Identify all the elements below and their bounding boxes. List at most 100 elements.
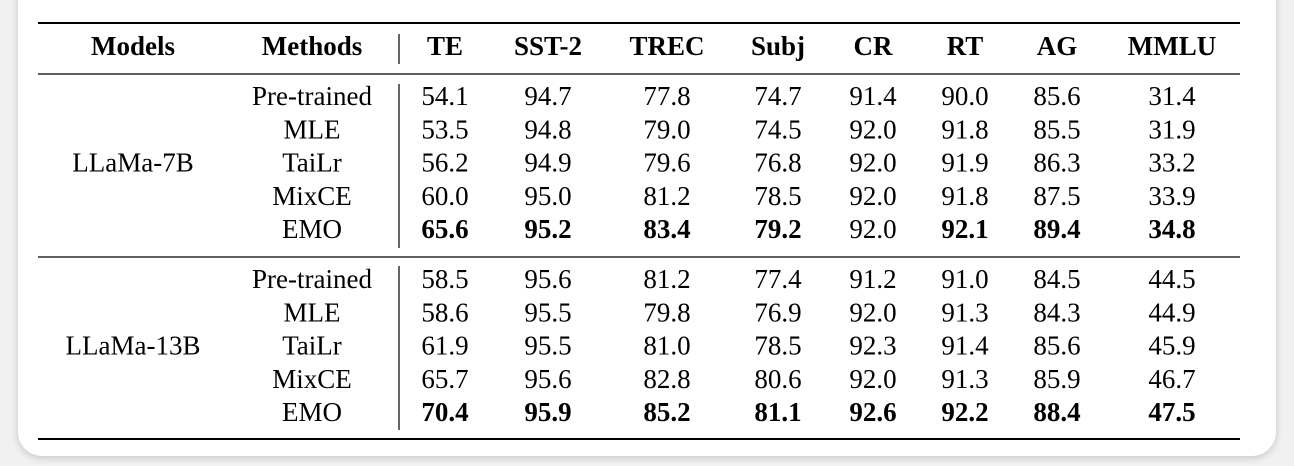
- cell-value: 44.9: [1148, 297, 1195, 327]
- cell-value: 85.9: [1033, 364, 1080, 394]
- column-header: SST-2: [514, 31, 582, 61]
- cell-value: 65.6: [421, 214, 468, 244]
- cell-value: 31.4: [1148, 81, 1196, 111]
- cell-value: 92.0: [849, 364, 896, 394]
- cell-value: 95.5: [524, 297, 571, 327]
- cell-value: 79.6: [643, 148, 690, 178]
- cell-value: 84.3: [1033, 297, 1080, 327]
- cell-value: 80.6: [754, 364, 801, 394]
- cell-value: 56.2: [421, 148, 468, 178]
- model-name: LLaMa-13B: [66, 331, 201, 361]
- cell-value: 88.4: [1033, 397, 1080, 427]
- cell-value: 31.9: [1148, 114, 1195, 144]
- cell-value: 33.9: [1148, 181, 1195, 211]
- card: [18, 0, 1276, 456]
- cell-value: 81.2: [643, 181, 690, 211]
- cell-value: 33.2: [1148, 148, 1195, 178]
- cell-value: 85.5: [1033, 114, 1080, 144]
- cell-value: 87.5: [1033, 181, 1080, 211]
- column-header: RT: [947, 31, 984, 61]
- method-name: Pre-trained: [252, 264, 372, 294]
- model-name: LLaMa-7B: [72, 148, 193, 178]
- method-name: EMO: [282, 214, 342, 244]
- column-header: Subj: [751, 31, 805, 61]
- cell-value: 77.8: [643, 81, 690, 111]
- method-name: MLE: [284, 114, 341, 144]
- cell-value: 95.6: [524, 364, 571, 394]
- cell-value: 53.5: [421, 114, 468, 144]
- column-header: AG: [1037, 31, 1078, 61]
- cell-value: 95.5: [524, 331, 571, 361]
- cell-value: 92.6: [849, 397, 896, 427]
- cell-value: 76.8: [754, 148, 801, 178]
- column-header: TE: [427, 31, 463, 61]
- cell-value: 47.5: [1148, 397, 1195, 427]
- cell-value: 95.6: [524, 264, 571, 294]
- cell-value: 92.2: [941, 397, 988, 427]
- cell-value: 54.1: [421, 81, 468, 111]
- column-header: MMLU: [1128, 31, 1216, 61]
- cell-value: 91.2: [849, 264, 896, 294]
- cell-value: 65.7: [421, 364, 468, 394]
- cell-value: 58.6: [421, 297, 468, 327]
- cell-value: 94.7: [524, 81, 571, 111]
- method-name: TaiLr: [282, 148, 342, 178]
- column-header: Methods: [262, 31, 363, 61]
- cell-value: 70.4: [421, 397, 468, 427]
- cell-value: 74.7: [754, 81, 801, 111]
- cell-value: 86.3: [1033, 148, 1080, 178]
- method-name: Pre-trained: [252, 81, 372, 111]
- cell-value: 91.4: [849, 81, 897, 111]
- cell-value: 92.0: [849, 114, 896, 144]
- cell-value: 94.9: [524, 148, 571, 178]
- method-name: EMO: [282, 397, 342, 427]
- cell-value: 76.9: [754, 297, 801, 327]
- cell-value: 34.8: [1148, 214, 1195, 244]
- cell-value: 78.5: [754, 331, 801, 361]
- cell-value: 81.1: [754, 397, 801, 427]
- method-name: MLE: [284, 297, 341, 327]
- cell-value: 92.3: [849, 331, 896, 361]
- cell-value: 91.9: [941, 148, 988, 178]
- method-name: TaiLr: [282, 331, 342, 361]
- cell-value: 92.0: [849, 181, 896, 211]
- cell-value: 89.4: [1033, 214, 1080, 244]
- cell-value: 79.2: [754, 214, 801, 244]
- cell-value: 74.5: [754, 114, 801, 144]
- cell-value: 60.0: [421, 181, 468, 211]
- column-header: TREC: [629, 31, 704, 61]
- cell-value: 46.7: [1148, 364, 1195, 394]
- cell-value: 61.9: [421, 331, 468, 361]
- cell-value: 83.4: [643, 214, 690, 244]
- cell-value: 77.4: [754, 264, 802, 294]
- cell-value: 90.0: [941, 81, 988, 111]
- method-name: MixCE: [272, 181, 352, 211]
- cell-value: 92.1: [941, 214, 988, 244]
- cell-value: 79.0: [643, 114, 690, 144]
- cell-value: 95.2: [524, 214, 571, 244]
- cell-value: 92.0: [849, 148, 896, 178]
- cell-value: 44.5: [1148, 264, 1195, 294]
- cell-value: 91.4: [941, 331, 989, 361]
- cell-value: 84.5: [1033, 264, 1080, 294]
- cell-value: 79.8: [643, 297, 690, 327]
- cell-value: 91.0: [941, 264, 988, 294]
- cell-value: 82.8: [643, 364, 690, 394]
- cell-value: 85.6: [1033, 331, 1080, 361]
- method-name: MixCE: [272, 364, 352, 394]
- cell-value: 85.2: [643, 397, 690, 427]
- cell-value: 78.5: [754, 181, 801, 211]
- cell-value: 95.9: [524, 397, 571, 427]
- cell-value: 85.6: [1033, 81, 1080, 111]
- cell-value: 92.0: [849, 214, 896, 244]
- cell-value: 94.8: [524, 114, 571, 144]
- column-header: Models: [91, 31, 175, 61]
- cell-value: 91.3: [941, 297, 988, 327]
- cell-value: 45.9: [1148, 331, 1195, 361]
- cell-value: 91.8: [941, 114, 988, 144]
- cell-value: 81.0: [643, 331, 690, 361]
- cell-value: 91.3: [941, 364, 988, 394]
- column-header: CR: [854, 31, 893, 61]
